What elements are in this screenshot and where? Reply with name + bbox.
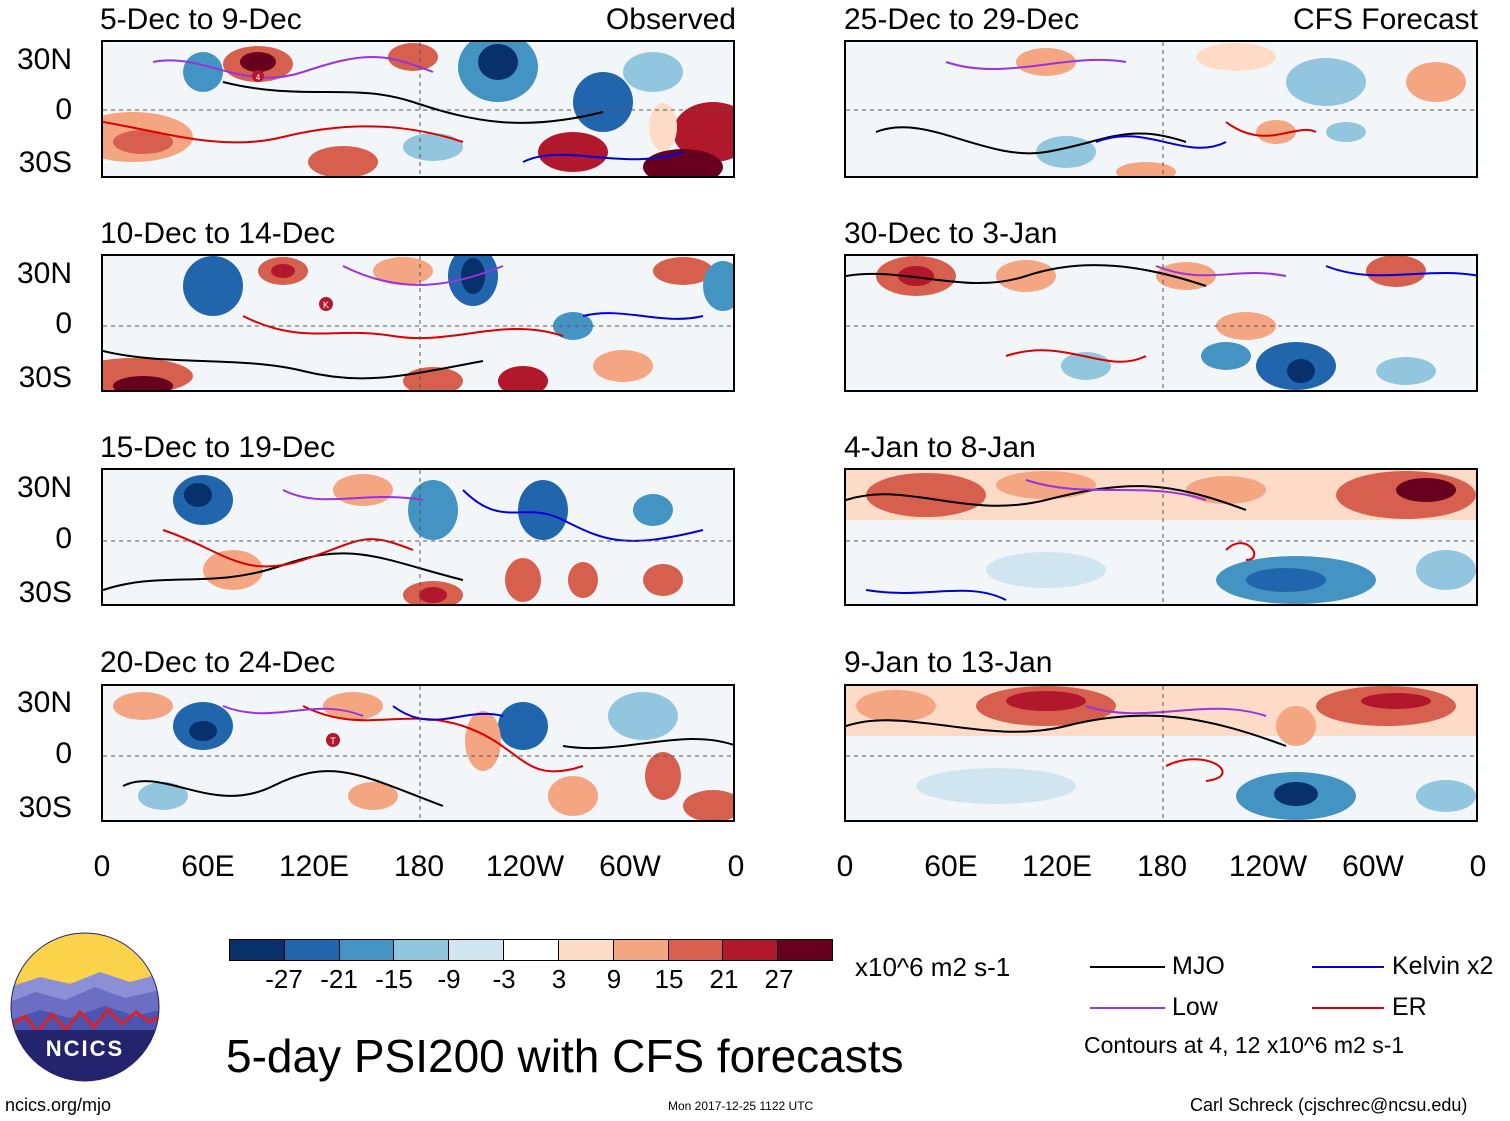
colorbar-swatch [504,940,559,960]
y-label-30n: 30N [16,686,72,719]
map-panel-4jan-8jan [844,468,1478,606]
map-panel-5dec-9dec: 4 [101,40,735,178]
footer-timestamp: Mon 2017-12-25 1122 UTC [668,1099,814,1113]
colorbar-label: 15 [654,964,684,994]
panel-label-observed: Observed [605,3,736,36]
colorbar-label: -9 [437,964,461,994]
legend-label-mjo: MJO [1172,952,1225,980]
x-label-60w: 60W [1342,850,1404,883]
colorbar-label: -27 [265,964,303,994]
colorbar-label: -21 [320,964,358,994]
colorbar-label: 3 [551,964,567,994]
x-label-180: 180 [393,850,445,883]
colorbar-swatch [558,940,614,960]
panel-title-1: 5-Dec to 9-Dec [100,3,302,36]
logo-text: NCICS [46,1036,124,1061]
colorbar-label: 9 [606,964,622,994]
colorbar-swatch [394,940,450,960]
y-label-30n: 30N [16,257,72,290]
colorbar-swatch [339,940,395,960]
panel-title-2: 10-Dec to 14-Dec [100,217,336,250]
main-title: 5-day PSI200 with CFS forecasts [226,1030,904,1082]
y-label-0: 0 [55,522,72,555]
map-panel-25dec-29dec [844,40,1478,178]
x-label-0: 0 [93,850,111,883]
y-label-30s: 30S [18,576,72,609]
y-label-30n: 30N [16,471,72,504]
colorbar-swatch [449,940,505,960]
colorbar-swatch [613,940,669,960]
x-label-120w: 120W [485,850,565,883]
panel-title-7: 4-Jan to 8-Jan [844,431,1036,464]
colorbar-label: -15 [375,964,413,994]
colorbar [229,939,833,961]
x-label-120e: 120E [278,850,350,883]
colorbar-label: -3 [492,964,516,994]
x-label-120e: 120E [1021,850,1093,883]
ncics-logo: NCICS [10,932,160,1082]
legend-line-er [1312,1007,1384,1009]
y-label-30s: 30S [18,791,72,824]
x-label-60e: 60E [181,850,235,883]
legend-line-kelvin [1312,966,1384,968]
panel-title-4: 20-Dec to 24-Dec [100,646,336,679]
marker-k: K [323,300,329,310]
legend-label-low: Low [1172,993,1218,1021]
marker-t: T [330,736,336,746]
colorbar-swatch [723,940,779,960]
x-label-180: 180 [1136,850,1188,883]
x-label-60e: 60E [924,850,978,883]
x-label-0-end: 0 [727,850,745,883]
y-label-0: 0 [55,737,72,770]
map-panel-30dec-3jan [844,254,1478,392]
y-label-0: 0 [55,307,72,340]
x-label-0-end: 0 [1469,850,1487,883]
footer-author: Carl Schreck (cjschrec@ncsu.edu) [1190,1095,1468,1115]
colorbar-label: 27 [764,964,794,994]
x-label-120w: 120W [1228,850,1308,883]
x-label-0: 0 [836,850,854,883]
y-label-0: 0 [55,93,72,126]
legend-label-kelvin: Kelvin x2 [1392,952,1494,980]
panel-label-forecast: CFS Forecast [1292,3,1478,36]
legend-line-mjo [1090,966,1165,968]
marker-4: 4 [256,73,261,82]
colorbar-label: 21 [709,964,739,994]
colorbar-units: x10^6 m2 s-1 [855,952,1011,982]
colorbar-swatch [778,940,832,960]
y-label-30n: 30N [16,43,72,76]
map-panel-9jan-13jan [844,684,1478,822]
y-label-30s: 30S [18,146,72,179]
panel-title-8: 9-Jan to 13-Jan [844,646,1053,679]
colorbar-swatch [668,940,724,960]
map-panel-10dec-14dec: K [101,254,735,392]
contour-note: Contours at 4, 12 x10^6 m2 s-1 [1084,1032,1405,1058]
legend-label-er: ER [1392,993,1427,1021]
legend-line-low [1090,1007,1165,1009]
panel-title-6: 30-Dec to 3-Jan [844,217,1058,250]
map-panel-15dec-19dec [101,468,735,606]
colorbar-swatch [284,940,340,960]
panel-title-5: 25-Dec to 29-Dec [844,3,1080,36]
panel-title-3: 15-Dec to 19-Dec [100,431,336,464]
colorbar-swatch [230,940,285,960]
y-label-30s: 30S [18,361,72,394]
map-panel-20dec-24dec: T [101,684,735,822]
x-label-60w: 60W [599,850,661,883]
footer-site: ncics.org/mjo [5,1095,112,1115]
